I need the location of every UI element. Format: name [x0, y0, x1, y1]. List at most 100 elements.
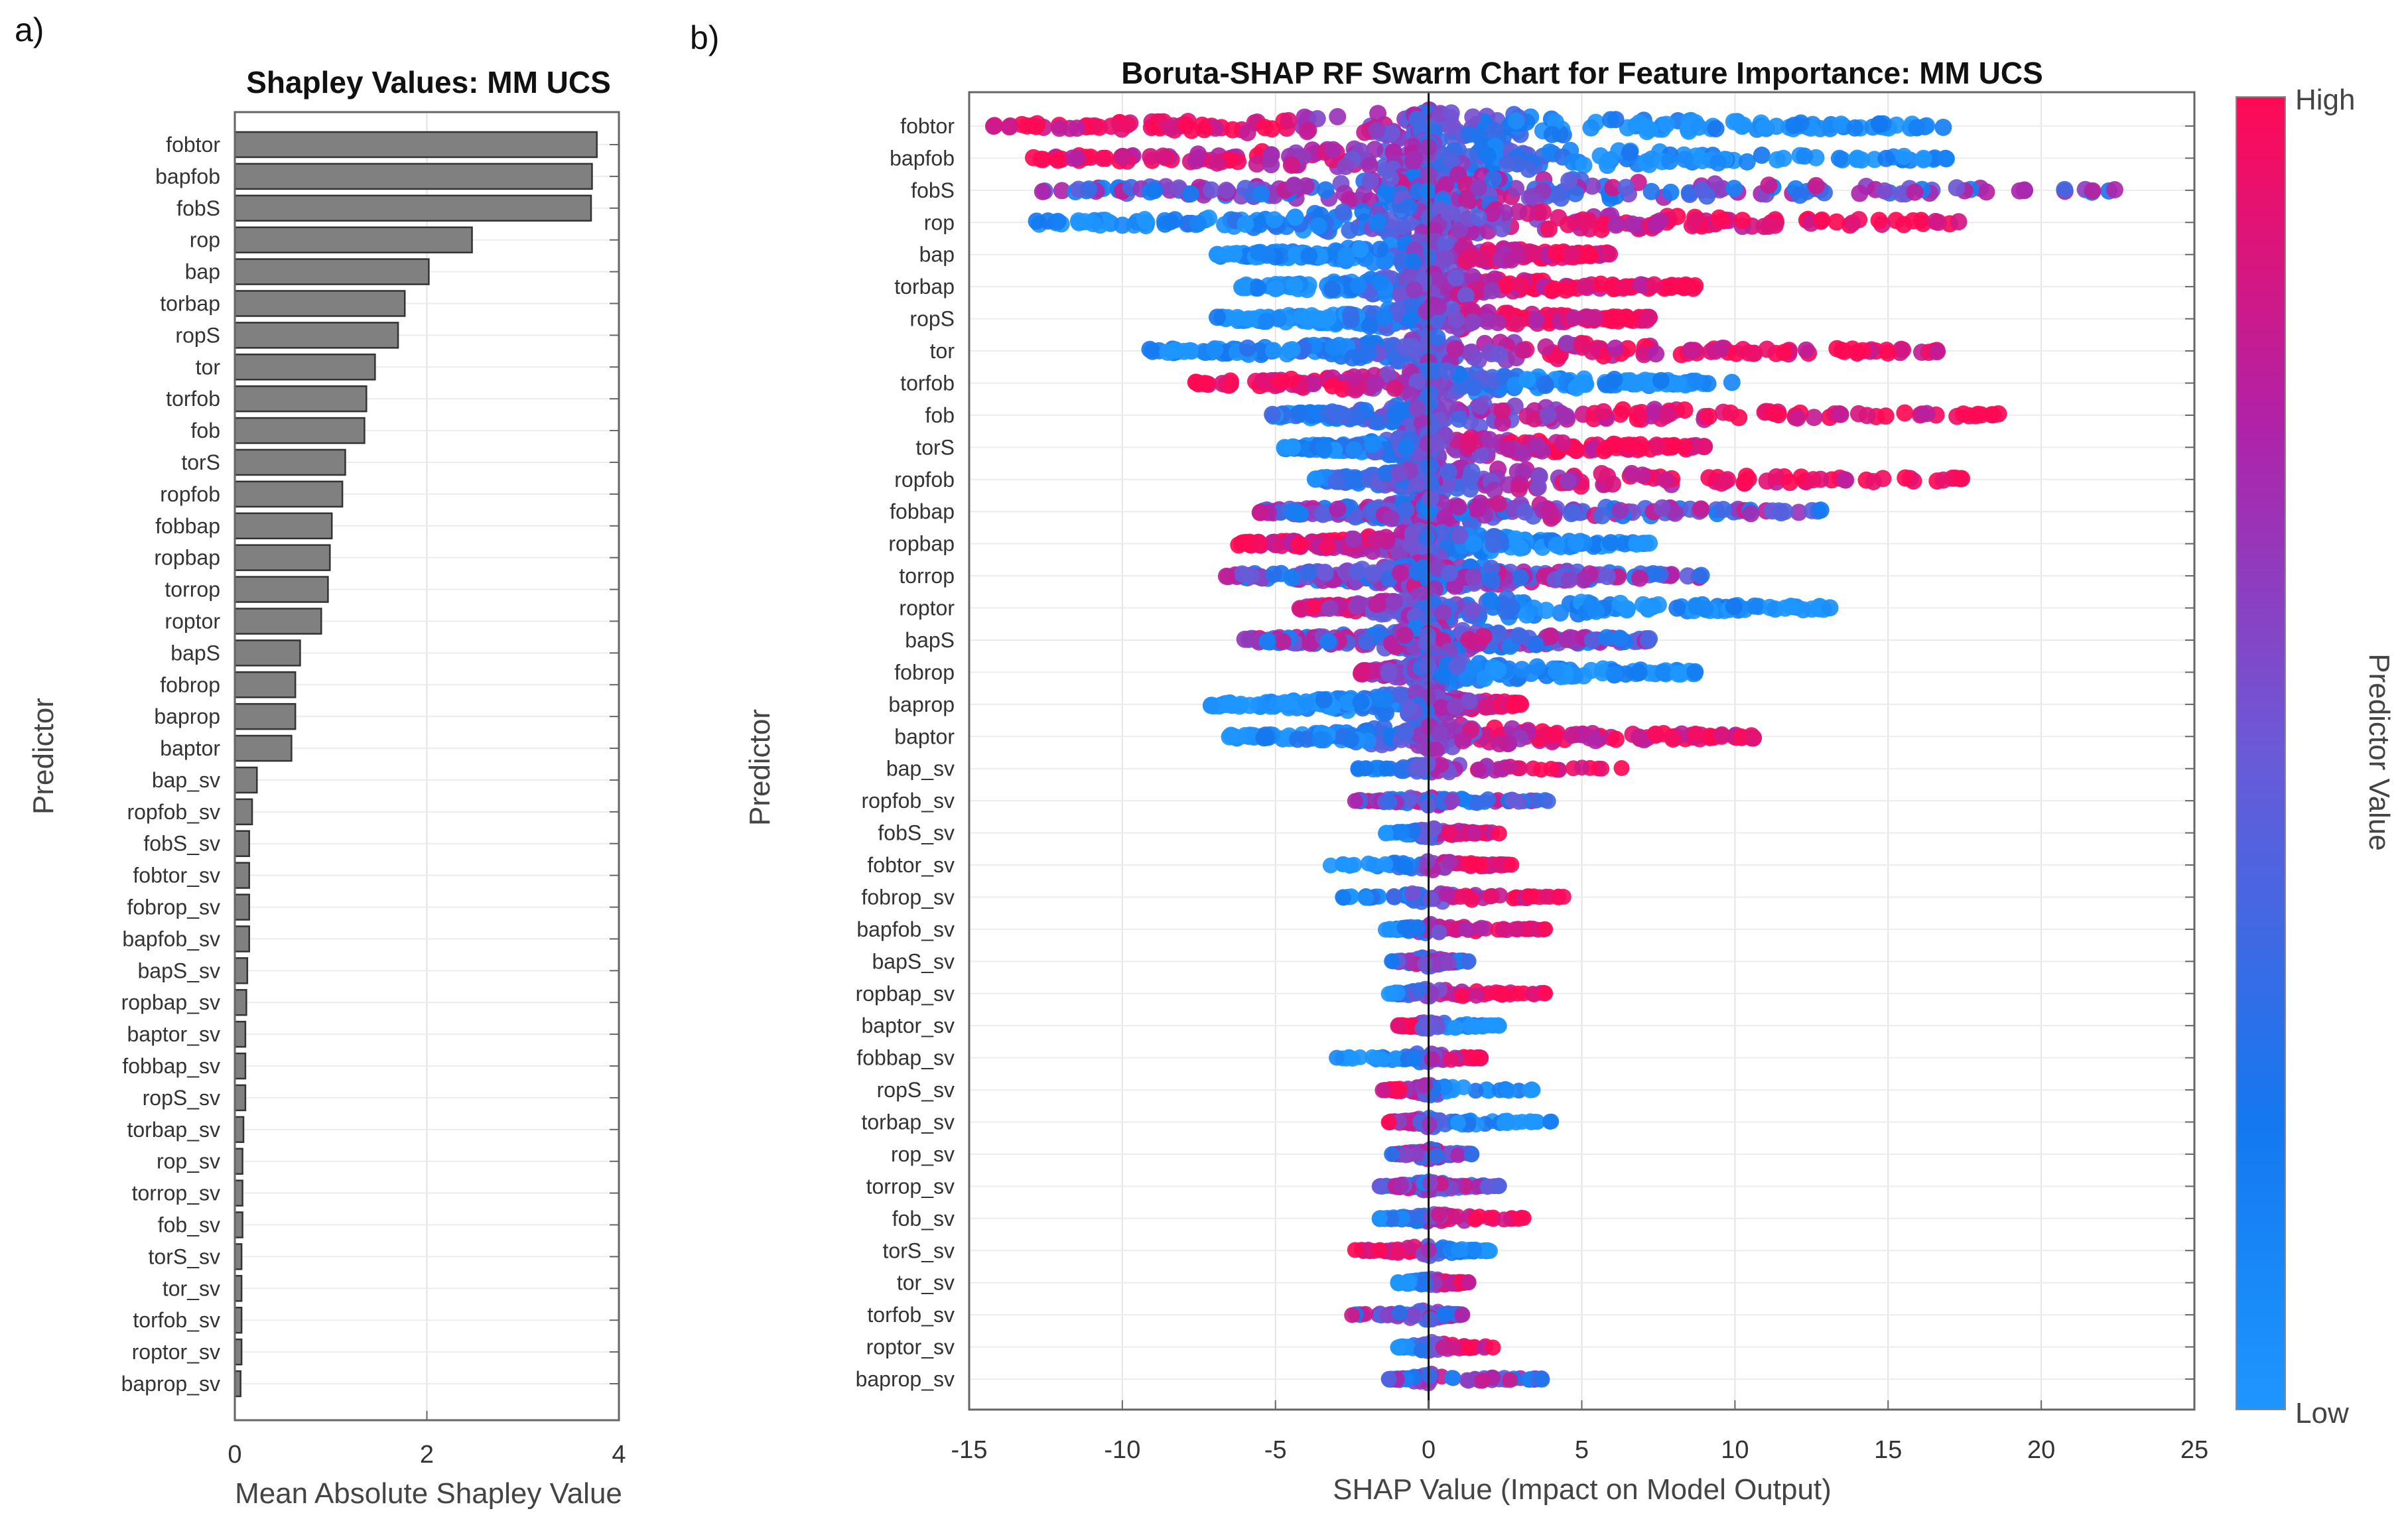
- swarm-point-baptor: [1713, 726, 1731, 744]
- bar-y-label-fobbap_sv: fobbap_sv: [122, 1054, 220, 1078]
- swarm-point-ropbap: [1377, 529, 1395, 547]
- swarm-point-torrop: [1560, 570, 1578, 588]
- swarm-point-baptor: [1587, 732, 1605, 750]
- swarm-point-rop: [1559, 216, 1577, 233]
- swarm-point-fobbap: [1812, 501, 1830, 519]
- bar-series: [234, 131, 598, 1398]
- bar-fobtor: [234, 131, 598, 159]
- swarm-point-fob: [1539, 406, 1557, 424]
- swarm-point-fobS: [1181, 185, 1199, 203]
- swarm-point-roptor: [1434, 604, 1452, 622]
- bar-y-label-rop: rop: [190, 228, 220, 252]
- swarm-point-fobrop: [1686, 663, 1704, 681]
- bar-y-label-fobrop_sv: fobrop_sv: [127, 896, 220, 919]
- swarm-point-ropS: [1402, 311, 1420, 329]
- bar-baptor: [234, 734, 293, 762]
- swarm-point-fobtor: [1485, 122, 1503, 140]
- swarm-point-ropfob: [1463, 463, 1481, 480]
- swarm-point-bapS: [1542, 627, 1560, 645]
- swarm-point-bapfob: [1187, 152, 1205, 170]
- swarm-point-bap: [1436, 235, 1454, 253]
- swarm-point-ropbap: [1318, 538, 1336, 556]
- swarm-point-ropfob: [1837, 471, 1855, 489]
- bar-y-label-fobS: fobS: [176, 196, 220, 220]
- swarm-point-bapS: [1510, 627, 1528, 645]
- swarm-point-fobbap: [1397, 501, 1415, 519]
- swarm-point-ropbap: [1485, 535, 1503, 553]
- swarm-point-fobrop: [1669, 665, 1687, 683]
- swarm-point-bap: [1250, 243, 1268, 261]
- swarm-point-torS: [1664, 436, 1682, 454]
- swarm-point-bapfob: [1575, 157, 1593, 174]
- swarm-point-ropbap: [1511, 539, 1529, 557]
- swarm-point-bapfob: [1208, 154, 1226, 172]
- swarm-point-rop: [1286, 208, 1304, 226]
- swarm-point-fobtor: [1051, 119, 1069, 137]
- swarm-point-torS: [1620, 436, 1638, 454]
- bar-y-label-baptor_sv: baptor_sv: [127, 1022, 220, 1046]
- swarm-point-baprop: [1447, 698, 1465, 716]
- swarm-point-bap_sv: [1350, 761, 1367, 777]
- bar-y-label-ropbap_sv: ropbap_sv: [121, 990, 220, 1014]
- swarm-point-tor: [1583, 342, 1601, 360]
- swarm-point-fob: [1368, 413, 1386, 431]
- bar-y-label-torS_sv: torS_sv: [149, 1244, 220, 1268]
- swarm-point-ropS: [1565, 309, 1583, 327]
- swarm-point-fobS: [1604, 178, 1622, 196]
- swarm-point-fob: [1896, 404, 1914, 422]
- swarm-point-torS: [1515, 444, 1532, 462]
- swarm-point-fobtor: [1832, 115, 1850, 133]
- swarm-point-roptor: [1821, 599, 1839, 617]
- swarm-point-ropfob: [1593, 465, 1611, 482]
- swarm-point-bapfob: [1848, 149, 1866, 167]
- bar-y-label-torfob: torfob: [166, 387, 220, 411]
- swarm-point-torbap: [1323, 281, 1341, 299]
- swarm-point-tor: [1446, 340, 1464, 358]
- swarm-point-torfob: [1187, 373, 1205, 391]
- swarm-point-fobS: [1791, 186, 1809, 204]
- swarm-point-bapfob: [1661, 153, 1678, 170]
- swarm-point-roptor: [1349, 595, 1367, 613]
- swarm-point-bapfob: [1895, 147, 1913, 165]
- swarm-point-roptor: [1386, 593, 1404, 610]
- bar-fobrop: [234, 671, 297, 698]
- swarm-point-baptor: [1546, 726, 1564, 744]
- swarm-point-fob: [1450, 410, 1468, 428]
- swarm-point-torbap: [1249, 279, 1267, 297]
- bar-x-tick-label: 2: [420, 1441, 434, 1469]
- swarm-point-bapS: [1558, 631, 1575, 648]
- swarm-point-ropS: [1489, 314, 1506, 332]
- swarm-point-baprop: [1315, 691, 1333, 709]
- swarm-point-tor: [1238, 339, 1256, 357]
- bar-fobbap_sv: [234, 1052, 247, 1080]
- swarm-point-roptor: [1639, 598, 1657, 616]
- bar-y-label-torS: torS: [181, 450, 220, 474]
- swarm-point-rop: [1334, 203, 1352, 221]
- swarm-point-fobS: [2084, 182, 2102, 200]
- swarm-point-bapfob: [1499, 155, 1516, 173]
- swarm-point-bap: [1225, 245, 1243, 263]
- swarm-point-fobS: [1252, 185, 1270, 203]
- swarm-chart-title: Boruta-SHAP RF Swarm Chart for Feature I…: [1121, 56, 2043, 90]
- swarm-point-torfob: [1438, 362, 1456, 380]
- swarm-point-torrop: [1265, 565, 1282, 583]
- swarm-point-baptor: [1631, 728, 1648, 746]
- bar-y-label-bap: bap: [185, 260, 220, 284]
- bar-y-label-rop_sv: rop_sv: [157, 1150, 220, 1173]
- swarm-point-torfob: [1652, 371, 1670, 389]
- swarm-point-fobtor: [1707, 120, 1725, 138]
- swarm-point-bapfob: [1366, 141, 1384, 159]
- swarm-point-ropfob: [1658, 471, 1675, 489]
- swarm-point-ropbap: [1640, 534, 1658, 552]
- swarm-point-fobS: [1362, 172, 1379, 190]
- swarm-point-ropS: [1463, 313, 1481, 331]
- swarm-point-baptor: [1311, 731, 1329, 749]
- swarm-point-fobtor: [1300, 121, 1317, 139]
- swarm-point-bap: [1524, 244, 1542, 262]
- swarm-point-baprop: [1376, 691, 1394, 708]
- bar-fobS_sv: [234, 830, 250, 857]
- swarm-point-torrop: [1217, 567, 1235, 585]
- swarm-point-bap_sv: [1543, 760, 1560, 777]
- swarm-point-fobbap: [1283, 503, 1301, 521]
- swarm-point-torfob: [1465, 378, 1483, 396]
